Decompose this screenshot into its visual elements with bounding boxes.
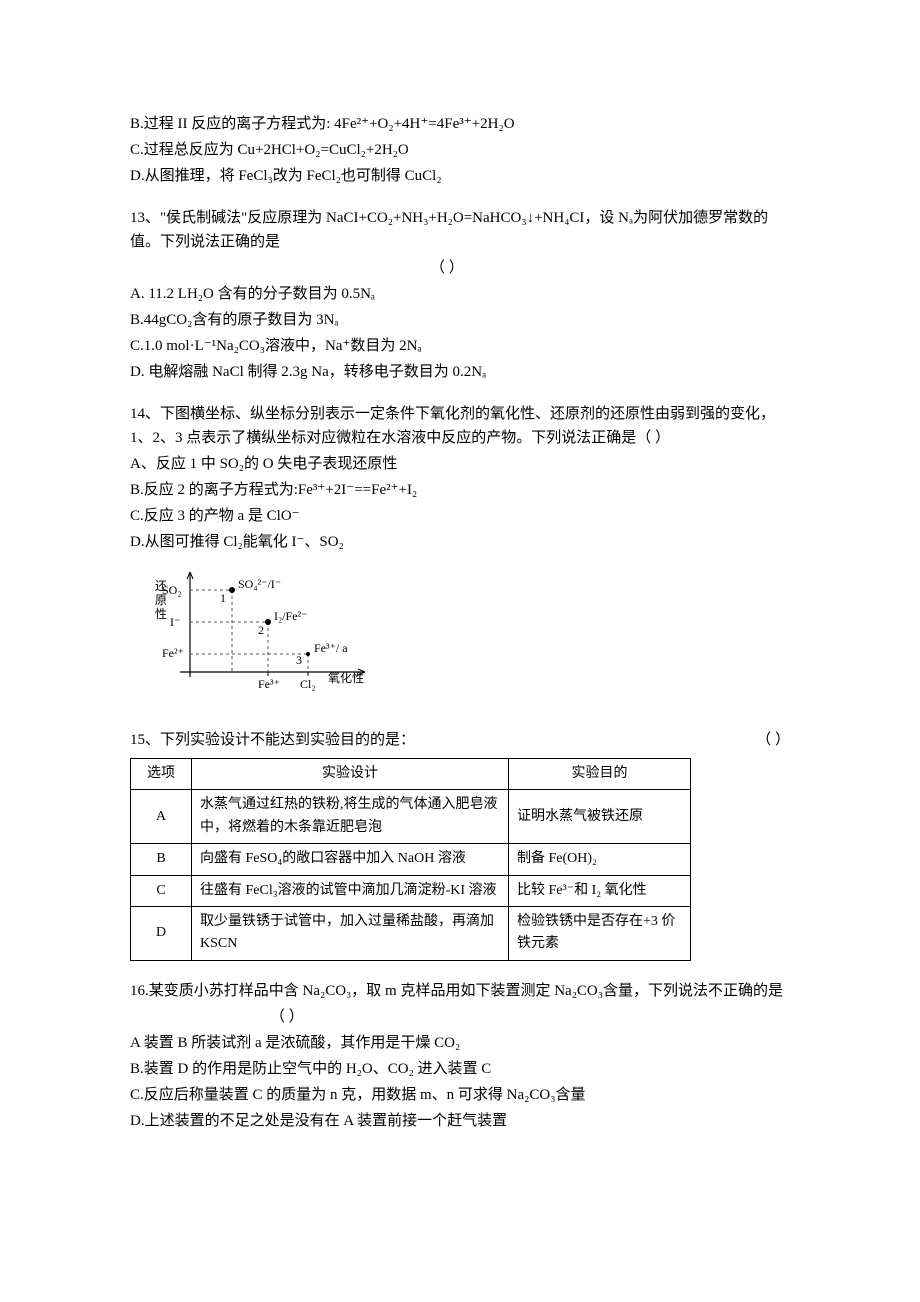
q13-c: C.1.0 mol·L⁻¹Na₂CO₃溶液中，Na⁺数目为 2Nₐ	[130, 334, 790, 358]
q16-stem: 16.某变质小苏打样品中含 Na₂CO₃，取 m 克样品用如下装置测定 Na₂C…	[130, 979, 790, 1003]
svg-text:性: 性	[155, 607, 167, 621]
q16-a: A 装置 B 所装试剂 a 是浓硫酸，其作用是干燥 CO₂	[130, 1031, 790, 1055]
q14-chart: 还 原 性 SO₂ I⁻ Fe²⁺ 1 SO₄²⁻/I⁻ 2 I₂/Fe²⁻ 3…	[140, 562, 790, 710]
q16-b: B.装置 D 的作用是防止空气中的 H₂O、CO₂ 进入装置 C	[130, 1057, 790, 1081]
th-design: 实验设计	[192, 759, 509, 790]
svg-text:2: 2	[258, 623, 264, 637]
q13-d: D. 电解熔融 NaCl 制得 2.3g Na，转移电子数目为 0.2Nₐ	[130, 360, 790, 384]
option-d: D.从图推理，将 FeCl₃改为 FeCl₂也可制得 CuCl₂	[130, 164, 790, 188]
table-row: C 往盛有 FeCl₃溶液的试管中滴加几滴淀粉-KI 溶液 比较 Fe³⁻和 I…	[131, 875, 691, 906]
q13-stem: 13、"侯氏制碱法"反应原理为 NaCI+CO₂+NH₃+H₂O=NaHCO₃↓…	[130, 206, 790, 254]
q14: 14、下图横坐标、纵坐标分别表示一定条件下氧化剂的氧化性、还原剂的还原性由弱到强…	[130, 402, 790, 710]
svg-text:Fe³⁺: Fe³⁺	[258, 677, 280, 691]
option-b: B.过程 II 反应的离子方程式为: 4Fe²⁺+O₂+4H⁺=4Fe³⁺+2H…	[130, 112, 790, 136]
svg-text:SO₄²⁻/I⁻: SO₄²⁻/I⁻	[238, 577, 281, 591]
table-row: 选项 实验设计 实验目的	[131, 759, 691, 790]
th-purpose: 实验目的	[509, 759, 691, 790]
svg-text:Cl₂: Cl₂	[300, 677, 316, 691]
table-row: A 水蒸气通过红热的铁粉,将生成的气体通入肥皂液中，将燃着的木条靠近肥皂泡 证明…	[131, 790, 691, 844]
table-row: D 取少量铁锈于试管中，加入过量稀盐酸，再滴加KSCN 检验铁锈中是否存在+3 …	[131, 906, 691, 960]
q14-d: D.从图可推得 Cl₂能氧化 I⁻、SO₂	[130, 530, 790, 554]
q16: 16.某变质小苏打样品中含 Na₂CO₃，取 m 克样品用如下装置测定 Na₂C…	[130, 979, 790, 1133]
svg-text:Fe³⁺/ a: Fe³⁺/ a	[314, 641, 348, 655]
svg-text:I₂/Fe²⁻: I₂/Fe²⁻	[274, 609, 307, 623]
q14-c: C.反应 3 的产物 a 是 ClO⁻	[130, 504, 790, 528]
q16-paren: （ ）	[130, 1005, 790, 1029]
option-c: C.过程总反应为 Cu+2HCl+O₂=CuCl₂+2H₂O	[130, 138, 790, 162]
q12-tail: B.过程 II 反应的离子方程式为: 4Fe²⁺+O₂+4H⁺=4Fe³⁺+2H…	[130, 112, 790, 188]
q15-paren: （ ）	[756, 728, 790, 752]
table-row: B 向盛有 FeSO₄的敞口容器中加入 NaOH 溶液 制备 Fe(OH)₂	[131, 844, 691, 875]
q14-a: A、反应 1 中 SO₂的 O 失电子表现还原性	[130, 452, 790, 476]
th-option: 选项	[131, 759, 192, 790]
q16-c: C.反应后称量装置 C 的质量为 n 克，用数据 m、n 可求得 Na₂CO₃含…	[130, 1083, 790, 1107]
svg-text:1: 1	[220, 591, 226, 605]
svg-text:SO₂: SO₂	[162, 583, 182, 597]
q15: 15、下列实验设计不能达到实验目的的是： （ ） 选项 实验设计 实验目的 A …	[130, 728, 790, 961]
q13-b: B.44gCO₂含有的原子数目为 3Nₐ	[130, 308, 790, 332]
svg-text:3: 3	[296, 653, 302, 667]
svg-text:Fe²⁺: Fe²⁺	[162, 646, 184, 660]
q13-a: A. 11.2 LH₂O 含有的分子数目为 0.5Nₐ	[130, 282, 790, 306]
q14-stem: 14、下图横坐标、纵坐标分别表示一定条件下氧化剂的氧化性、还原剂的还原性由弱到强…	[130, 402, 790, 450]
svg-text:氧化性: 氧化性	[328, 671, 364, 685]
chart-svg: 还 原 性 SO₂ I⁻ Fe²⁺ 1 SO₄²⁻/I⁻ 2 I₂/Fe²⁻ 3…	[140, 562, 400, 702]
q15-table: 选项 实验设计 实验目的 A 水蒸气通过红热的铁粉,将生成的气体通入肥皂液中，将…	[130, 758, 691, 961]
q13-paren: （ ）	[130, 256, 790, 280]
q13: 13、"侯氏制碱法"反应原理为 NaCI+CO₂+NH₃+H₂O=NaHCO₃↓…	[130, 206, 790, 384]
q16-d: D.上述装置的不足之处是没有在 A 装置前接一个赶气装置	[130, 1109, 790, 1133]
svg-text:I⁻: I⁻	[170, 615, 180, 629]
q15-stem: 15、下列实验设计不能达到实验目的的是：	[130, 728, 716, 752]
q14-b: B.反应 2 的离子方程式为:Fe³⁺+2I⁻==Fe²⁺+I₂	[130, 478, 790, 502]
